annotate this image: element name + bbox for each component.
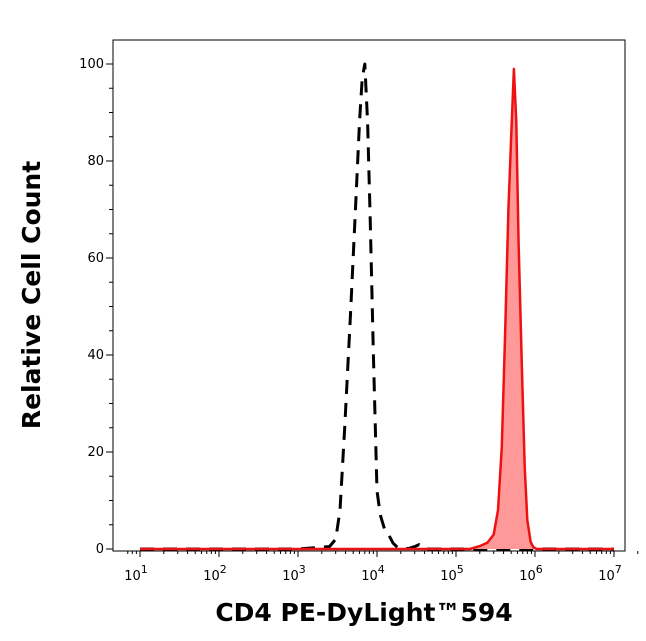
x-tick-label: 104 [361, 563, 385, 584]
x-axis-title: CD4 PE-DyLight™594 [215, 598, 512, 627]
plot-frame [112, 39, 626, 552]
y-tick-label: 60 [87, 251, 104, 266]
x-tick-label: 101 [124, 563, 148, 584]
y-tick-label: 80 [87, 154, 104, 169]
x-tick-label: 106 [519, 563, 543, 584]
y-tick-label: 40 [87, 348, 104, 363]
y-tick-label: 100 [79, 57, 104, 72]
y-tick-label: 20 [87, 445, 104, 460]
x-tick-label: 102 [203, 563, 227, 584]
y-tick-label: 0 [96, 542, 104, 557]
series-line-1 [140, 67, 614, 551]
x-tick-label: 103 [282, 563, 306, 584]
y-axis: 0 20 40 60 80 100 [79, 57, 113, 557]
x-tick-label: 107 [598, 563, 622, 584]
x-tick-label: 105 [440, 563, 464, 584]
x-axis: 101 102 103 104 105 106 107 [124, 551, 639, 584]
y-axis-title: Relative Cell Count [17, 161, 46, 429]
series-line-0 [140, 62, 614, 551]
series-layer [140, 62, 614, 551]
